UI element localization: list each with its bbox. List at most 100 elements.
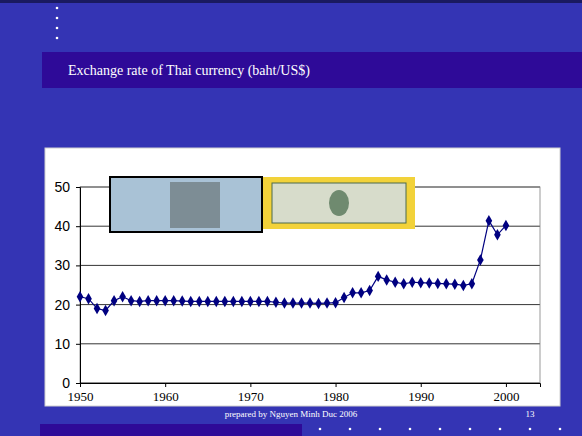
data-point [213, 296, 220, 307]
x-tick-mark [421, 383, 422, 387]
decor-dot [499, 428, 502, 431]
data-point [119, 291, 126, 302]
y-tick-mark [76, 305, 80, 306]
decor-dot [409, 428, 412, 431]
x-tick: 1990 [408, 383, 434, 404]
data-point [349, 287, 356, 298]
y-tick-mark [76, 265, 80, 266]
grid-line [80, 343, 540, 344]
decor-dot [56, 27, 59, 30]
data-point [392, 277, 399, 288]
data-point [460, 280, 467, 291]
data-point [94, 303, 101, 314]
slide-background [0, 0, 582, 436]
data-point [341, 292, 348, 303]
data-point [307, 297, 314, 308]
data-point [443, 278, 450, 289]
banknote-dollar [272, 183, 406, 223]
data-point [375, 271, 382, 282]
title-bar [42, 52, 582, 88]
x-tick-label: 1990 [408, 389, 434, 404]
data-point [170, 295, 177, 306]
x-tick-mark [506, 383, 507, 387]
data-point [324, 297, 331, 308]
x-tick-label: 1960 [153, 389, 179, 404]
data-point [179, 295, 186, 306]
decor-dots [319, 428, 562, 431]
x-tick: 1960 [153, 383, 179, 404]
x-tick-label: 1980 [323, 389, 349, 404]
y-tick: 50 [54, 179, 80, 195]
data-point [426, 277, 433, 288]
y-tick: 20 [54, 297, 80, 313]
data-point [494, 229, 501, 240]
data-point [230, 296, 237, 307]
data-point [204, 296, 211, 307]
x-axis: 1950 1960 1970 1980 1990 2000 [68, 383, 541, 404]
data-point [486, 215, 493, 226]
decor-dot [56, 37, 59, 40]
data-point [264, 296, 271, 307]
banknote-dollar-portrait [329, 190, 349, 216]
data-point [417, 277, 424, 288]
x-tick: 1980 [323, 383, 349, 404]
footer-text: prepared by Nguyen Minh Duc 2006 [225, 409, 358, 419]
data-point [145, 295, 152, 306]
data-point [162, 295, 169, 306]
y-tick-label: 10 [54, 336, 70, 352]
y-tick-mark [76, 344, 80, 345]
decor-dot [559, 428, 562, 431]
data-point [434, 278, 441, 289]
data-point [128, 295, 135, 306]
x-tick: 1950 [68, 383, 94, 404]
data-point [281, 297, 288, 308]
decor-dot [469, 428, 472, 431]
decor-dot [56, 17, 59, 20]
decor-dot [529, 428, 532, 431]
y-tick-label: 40 [54, 218, 70, 234]
data-point [400, 278, 407, 289]
x-tick-label: 2000 [493, 389, 519, 404]
decor-dots [56, 7, 59, 40]
decor-dot [349, 428, 352, 431]
data-point [315, 298, 322, 309]
decor-dot [319, 428, 322, 431]
data-point [383, 274, 390, 285]
banknote-baht-figure [170, 182, 220, 228]
grid-line [80, 265, 540, 266]
decor-dot [379, 428, 382, 431]
page-number: 13 [526, 409, 536, 419]
y-tick-mark [76, 383, 80, 384]
y-tick-mark [76, 226, 80, 227]
banknote-baht [110, 177, 262, 232]
banknote-dollar-ground [263, 177, 415, 229]
y-tick-label: 20 [54, 297, 70, 313]
x-tick-label: 1970 [238, 389, 264, 404]
slide: Exchange rate of Thai currency (baht/US$… [0, 0, 582, 436]
data-point [247, 296, 254, 307]
data-point [469, 278, 476, 289]
y-tick: 10 [54, 336, 80, 352]
data-line [80, 221, 506, 311]
data-point [239, 296, 246, 307]
y-axis: 01020304050 [54, 179, 80, 391]
data-point [85, 293, 92, 304]
x-tick: 2000 [493, 383, 519, 404]
decor-dot [56, 7, 59, 10]
data-point [273, 297, 280, 308]
y-tick-mark [76, 187, 80, 188]
y-axis-line [76, 188, 81, 384]
data-point [477, 254, 484, 265]
x-tick-label: 1950 [68, 389, 94, 404]
data-point [298, 297, 305, 308]
y-tick-label: 30 [54, 257, 70, 273]
pictures [110, 177, 415, 232]
data-point [358, 287, 365, 298]
chart-area [45, 148, 560, 406]
data-point [102, 305, 109, 316]
data-point [290, 297, 297, 308]
x-tick-mark [250, 383, 251, 387]
decor-dot [439, 428, 442, 431]
data-point [77, 291, 84, 302]
data-point [256, 296, 263, 307]
